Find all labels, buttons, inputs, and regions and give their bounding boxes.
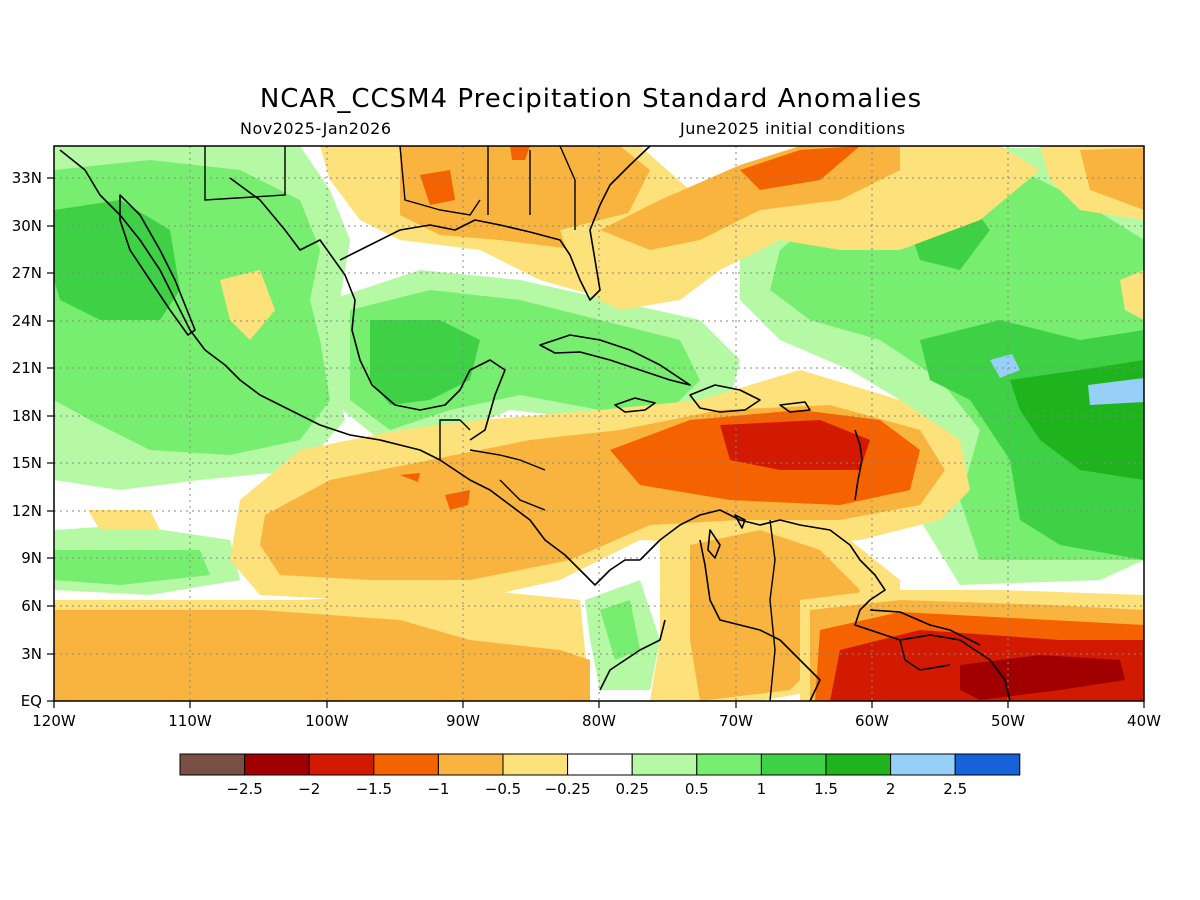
lat-label: 24N	[12, 312, 42, 330]
lon-label: 100W	[305, 712, 349, 730]
lat-label: 15N	[12, 454, 42, 472]
lat-label: 18N	[12, 407, 42, 425]
lon-label: 80W	[582, 712, 616, 730]
color-legend: −2.5 −2 −1.5 −1 −0.5 −0.25 0.25 0.5 1 1.5 2 2.5	[179, 753, 1021, 798]
lon-label: 40W	[1127, 712, 1161, 730]
lat-label: EQ	[21, 692, 42, 710]
legend-swatch	[437, 753, 504, 776]
legend-swatch	[890, 753, 956, 776]
latitude-labels: EQ 3N 6N 9N 12N 15N 18N 21N 24N 27N 30N …	[12, 169, 42, 710]
lat-label: 9N	[21, 549, 42, 567]
legend-swatch	[825, 753, 892, 776]
legend-swatch	[308, 753, 375, 776]
lon-label: 90W	[446, 712, 480, 730]
legend-swatch	[631, 753, 698, 776]
negative-anomaly-regions	[54, 146, 1144, 701]
legend-swatch	[696, 753, 762, 776]
forecast-period: Nov2025-Jan2026	[240, 119, 392, 138]
legend-swatch	[179, 753, 246, 776]
lat-label: 33N	[12, 169, 42, 187]
lat-label: 3N	[21, 645, 42, 663]
legend-label: −2.5	[226, 780, 262, 798]
lat-label: 6N	[21, 597, 42, 615]
map-title: NCAR_CCSM4 Precipitation Standard Anomal…	[259, 84, 923, 114]
lat-label: 21N	[12, 359, 42, 377]
coastlines	[59, 146, 1011, 701]
legend-swatch	[502, 753, 569, 776]
legend-swatch	[244, 753, 310, 776]
legend-label: 1	[757, 780, 767, 798]
legend-swatch	[954, 753, 1021, 776]
legend-label: −1.5	[356, 780, 392, 798]
legend-swatch	[567, 753, 633, 776]
legend-label: 2.5	[943, 780, 967, 798]
lon-label: 110W	[168, 712, 212, 730]
legend-label: −0.5	[485, 780, 521, 798]
lat-label: 27N	[12, 264, 42, 282]
lon-label: 60W	[855, 712, 889, 730]
legend-swatch	[373, 753, 439, 776]
lon-label: 70W	[719, 712, 753, 730]
map-gridlines	[54, 146, 1144, 701]
lon-label: 50W	[991, 712, 1025, 730]
lat-label: 30N	[12, 217, 42, 235]
initial-conditions: June2025 initial conditions	[680, 119, 906, 138]
legend-label: 0.5	[685, 780, 709, 798]
positive-anomaly-regions	[54, 146, 1144, 690]
anomaly-field	[54, 146, 1144, 701]
longitude-labels: 120W 110W 100W 90W 80W 70W 60W 50W 40W	[32, 712, 1161, 730]
lat-label: 12N	[12, 502, 42, 520]
legend-label: −0.25	[545, 780, 591, 798]
legend-label: 2	[886, 780, 896, 798]
legend-swatch	[760, 753, 827, 776]
lon-label: 120W	[32, 712, 76, 730]
political-borders	[204, 146, 951, 701]
legend-label: −2	[298, 780, 320, 798]
legend-label: 0.25	[615, 780, 648, 798]
legend-label: 1.5	[814, 780, 838, 798]
axis-ticks	[47, 177, 1145, 708]
legend-label: −1	[427, 780, 449, 798]
